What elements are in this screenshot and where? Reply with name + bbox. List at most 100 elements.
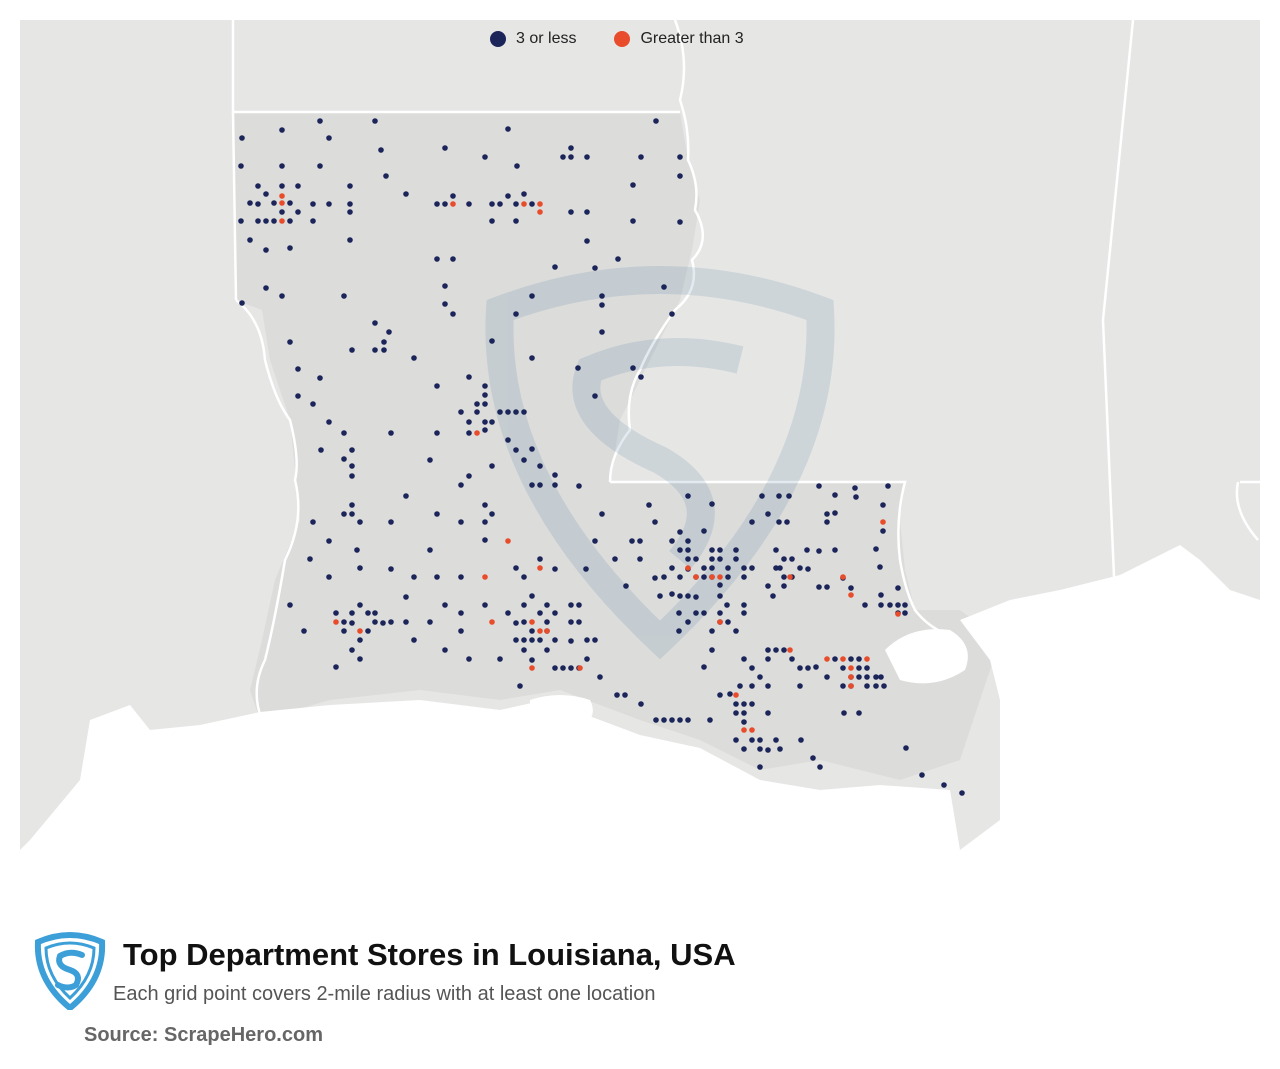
grid-point-3-or-less (873, 683, 879, 689)
grid-point-3-or-less (733, 628, 739, 634)
grid-point-3-or-less (832, 510, 838, 516)
grid-point-3-or-less (482, 602, 488, 608)
grid-point-3-or-less (378, 147, 384, 153)
grid-point-3-or-less (513, 409, 519, 415)
grid-point-3-or-less (442, 201, 448, 207)
grid-point-3-or-less (271, 218, 277, 224)
grid-point-3-or-less (450, 311, 456, 317)
grid-point-3-or-less (959, 790, 965, 796)
louisiana-map (20, 19, 1260, 865)
grid-point-greater-than-3 (787, 574, 793, 580)
grid-point-3-or-less (403, 493, 409, 499)
grid-point-3-or-less (741, 719, 747, 725)
grid-point-3-or-less (505, 193, 511, 199)
grid-point-3-or-less (677, 173, 683, 179)
grid-point-3-or-less (824, 511, 830, 517)
grid-point-greater-than-3 (537, 628, 543, 634)
lake-pontchartrain (885, 629, 968, 684)
grid-point-3-or-less (255, 183, 261, 189)
grid-point-3-or-less (310, 519, 316, 525)
grid-point-3-or-less (372, 118, 378, 124)
grid-point-3-or-less (717, 547, 723, 553)
grid-point-3-or-less (482, 502, 488, 508)
grid-point-3-or-less (442, 301, 448, 307)
grid-point-3-or-less (724, 602, 730, 608)
grid-point-3-or-less (489, 511, 495, 517)
grid-point-3-or-less (386, 329, 392, 335)
grid-point-3-or-less (552, 637, 558, 643)
grid-point-3-or-less (630, 365, 636, 371)
grid-point-3-or-less (411, 574, 417, 580)
grid-point-3-or-less (733, 547, 739, 553)
grid-point-3-or-less (287, 200, 293, 206)
grid-point-3-or-less (749, 519, 755, 525)
grid-point-3-or-less (529, 482, 535, 488)
grid-point-3-or-less (403, 191, 409, 197)
grid-point-3-or-less (333, 664, 339, 670)
grid-point-3-or-less (482, 537, 488, 543)
grid-point-3-or-less (592, 393, 598, 399)
grid-point-greater-than-3 (474, 430, 480, 436)
grid-point-3-or-less (789, 556, 795, 562)
grid-point-3-or-less (301, 628, 307, 634)
footer: Top Department Stores in Louisiana, USA … (0, 920, 1280, 1069)
grid-point-3-or-less (349, 647, 355, 653)
grid-point-3-or-less (810, 755, 816, 761)
grid-point-3-or-less (466, 201, 472, 207)
grid-point-3-or-less (741, 602, 747, 608)
grid-point-3-or-less (864, 674, 870, 680)
grid-point-3-or-less (458, 628, 464, 634)
grid-point-3-or-less (295, 393, 301, 399)
grid-point-3-or-less (349, 447, 355, 453)
grid-point-3-or-less (741, 565, 747, 571)
grid-point-3-or-less (341, 430, 347, 436)
grid-point-greater-than-3 (279, 218, 285, 224)
grid-point-3-or-less (895, 602, 901, 608)
grid-point-3-or-less (388, 430, 394, 436)
grid-point-3-or-less (878, 674, 884, 680)
grid-point-3-or-less (458, 610, 464, 616)
grid-point-3-or-less (757, 746, 763, 752)
grid-point-3-or-less (349, 463, 355, 469)
grid-point-3-or-less (637, 556, 643, 562)
grid-point-greater-than-3 (787, 647, 793, 653)
grid-point-3-or-less (677, 219, 683, 225)
grid-point-greater-than-3 (482, 574, 488, 580)
grid-point-3-or-less (709, 647, 715, 653)
grid-point-3-or-less (677, 574, 683, 580)
grid-point-3-or-less (881, 683, 887, 689)
grid-point-3-or-less (482, 427, 488, 433)
grid-point-3-or-less (630, 182, 636, 188)
grid-point-3-or-less (599, 302, 605, 308)
grid-point-3-or-less (637, 538, 643, 544)
grid-point-3-or-less (450, 256, 456, 262)
grid-point-3-or-less (737, 683, 743, 689)
grid-point-3-or-less (903, 745, 909, 751)
grid-point-3-or-less (856, 656, 862, 662)
grid-point-3-or-less (877, 564, 883, 570)
grid-point-3-or-less (521, 191, 527, 197)
grid-point-3-or-less (797, 565, 803, 571)
grid-point-3-or-less (941, 782, 947, 788)
grid-point-greater-than-3 (357, 628, 363, 634)
grid-point-3-or-less (295, 209, 301, 215)
grid-point-greater-than-3 (717, 574, 723, 580)
grid-point-3-or-less (458, 574, 464, 580)
grid-point-3-or-less (816, 584, 822, 590)
grid-point-3-or-less (326, 419, 332, 425)
grid-point-3-or-less (497, 656, 503, 662)
grid-point-3-or-less (372, 347, 378, 353)
grid-point-3-or-less (537, 610, 543, 616)
grid-point-3-or-less (733, 737, 739, 743)
grid-point-3-or-less (317, 375, 323, 381)
grid-point-3-or-less (552, 665, 558, 671)
grid-point-3-or-less (757, 764, 763, 770)
grid-point-3-or-less (403, 619, 409, 625)
coastal-bay (530, 695, 593, 732)
grid-point-greater-than-3 (537, 201, 543, 207)
grid-point-greater-than-3 (279, 193, 285, 199)
grid-point-3-or-less (693, 610, 699, 616)
grid-point-3-or-less (341, 456, 347, 462)
legend: 3 or less Greater than 3 (490, 30, 772, 48)
grid-point-3-or-less (741, 610, 747, 616)
